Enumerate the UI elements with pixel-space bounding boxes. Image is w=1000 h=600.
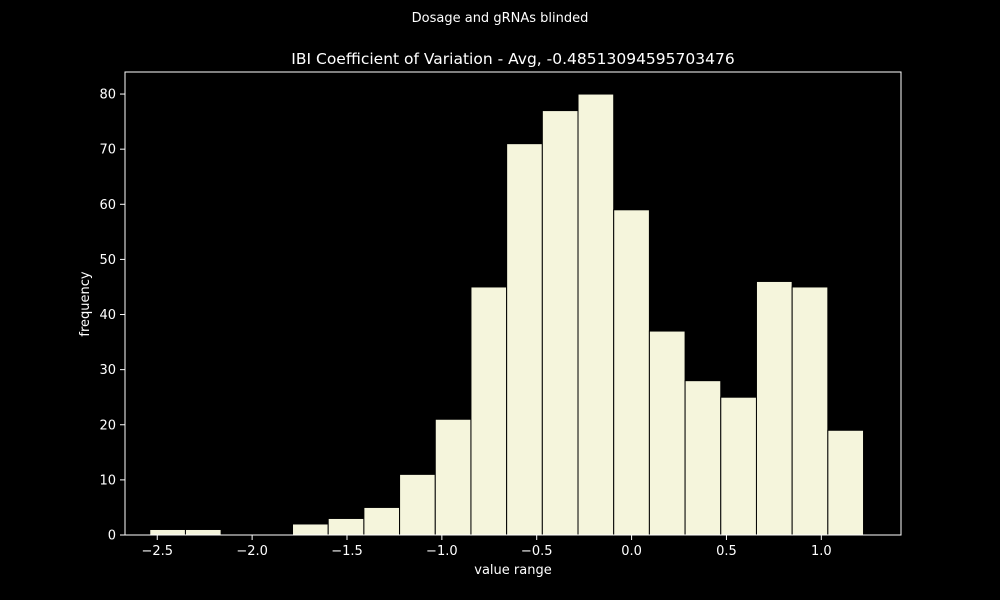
histogram-bar (541, 110, 579, 536)
y-tick-label: 70 (99, 143, 116, 158)
histogram-bar (613, 209, 650, 536)
histogram-bar (327, 517, 365, 536)
histogram-bar (577, 93, 615, 536)
histogram-bar (684, 380, 722, 536)
histogram-bar (184, 528, 222, 536)
x-axis-ticks: −2.5 −2.0 −1.5 −1.0 −0.5 0.0 0.5 1.0 (141, 535, 832, 559)
y-tick-label: 40 (99, 308, 116, 323)
histogram-bar (648, 330, 686, 536)
y-tick-label: 20 (99, 418, 116, 433)
x-tick-label: −2.5 (141, 544, 173, 559)
histogram-bar (720, 396, 757, 536)
y-axis-label: frequency (78, 271, 93, 337)
chart-title: IBI Coefficient of Variation - Avg, -0.4… (291, 50, 734, 68)
y-tick-label: 30 (99, 363, 116, 378)
x-tick-label: 0.0 (621, 544, 642, 559)
histogram-bar (470, 286, 508, 536)
x-tick-label: 0.5 (716, 544, 737, 559)
y-tick-label: 80 (99, 88, 116, 103)
plot-frame (124, 71, 902, 536)
histogram-bar (149, 528, 186, 536)
x-tick-label: −0.5 (521, 544, 553, 559)
y-tick-label: 0 (108, 529, 116, 544)
histogram-bar (363, 506, 401, 536)
bars-group (149, 93, 865, 536)
histogram-bar (755, 280, 793, 536)
y-tick-label: 50 (99, 253, 116, 268)
histogram-bar (399, 473, 436, 536)
histogram-bar (791, 286, 829, 536)
x-tick-label: −1.5 (331, 544, 363, 559)
chart-suptitle: Dosage and gRNAs blinded (412, 11, 589, 26)
histogram-bar (506, 143, 543, 536)
x-tick-label: −2.0 (236, 544, 268, 559)
x-tick-label: 1.0 (811, 544, 832, 559)
histogram-bar (292, 523, 329, 536)
y-tick-label: 10 (99, 473, 116, 488)
y-tick-label: 60 (99, 198, 116, 213)
histogram-bar (434, 418, 472, 536)
x-tick-label: −1.0 (426, 544, 458, 559)
histogram-bar (827, 429, 865, 536)
x-axis-label: value range (474, 563, 551, 578)
y-axis-ticks: 0 10 20 30 40 50 60 70 80 (99, 88, 125, 544)
